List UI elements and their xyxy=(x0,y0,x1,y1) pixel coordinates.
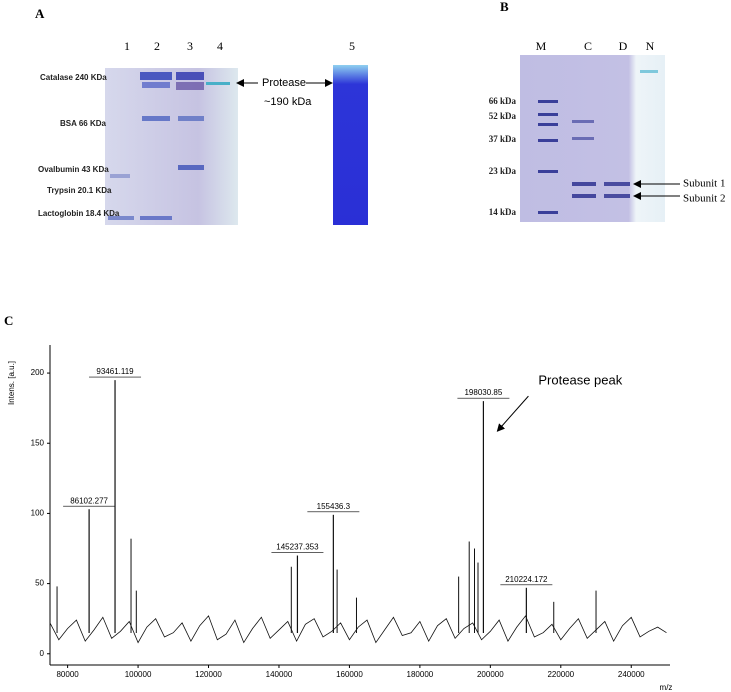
annotation: Protease xyxy=(262,77,306,89)
lane-label: 3 xyxy=(187,39,193,53)
lane-label: 1 xyxy=(124,39,130,53)
y-tick-label: 150 xyxy=(31,438,45,447)
peak-label: 198030.85 xyxy=(464,388,502,397)
peak-label: 86102.277 xyxy=(70,496,108,505)
marker-label: 14 kDa xyxy=(489,207,517,217)
x-tick-label: 160000 xyxy=(336,670,363,679)
x-tick-label: 180000 xyxy=(407,670,434,679)
lane-label: 4 xyxy=(217,39,223,53)
marker-label: 37 kDa xyxy=(489,134,517,144)
marker-label: Ovalbumin 43 KDa xyxy=(38,165,109,174)
spectrum: C 0 50 100 150 200 80000 100000 120000 140000 160… xyxy=(4,313,672,692)
lane-label: 5 xyxy=(349,39,355,53)
y-tick-label: 0 xyxy=(40,649,45,658)
marker-label: Catalase 240 KDa xyxy=(40,73,107,82)
lane-label: C xyxy=(584,39,592,53)
x-tick-label: 140000 xyxy=(266,670,293,679)
marker-label: Lactoglobin 18.4 KDa xyxy=(38,209,120,218)
y-tick-label: 50 xyxy=(35,579,44,588)
x-tick-label: 240000 xyxy=(618,670,645,679)
lane-label: 2 xyxy=(154,39,160,53)
x-tick-label: 100000 xyxy=(125,670,152,679)
x-tick-label: 220000 xyxy=(547,670,574,679)
y-tick-label: 200 xyxy=(31,368,45,377)
marker-label: 52 kDa xyxy=(489,111,517,121)
x-tick-label: 120000 xyxy=(195,670,222,679)
gel-a xyxy=(105,68,238,225)
panel-label: B xyxy=(500,0,509,14)
marker-label: Trypsin 20.1 KDa xyxy=(47,186,112,195)
gel-b xyxy=(520,55,665,222)
panel-label: C xyxy=(4,313,13,328)
annotation: ~190 kDa xyxy=(264,96,312,108)
y-axis-label: Intens. [a.u.] xyxy=(7,361,16,405)
marker-label: 23 kDa xyxy=(489,166,517,176)
annotation: Protease peak xyxy=(538,373,622,388)
lane-label: M xyxy=(536,39,547,53)
y-tick-label: 100 xyxy=(31,509,45,518)
peak-label: 155436.3 xyxy=(317,502,351,511)
lane-label: D xyxy=(619,39,628,53)
marker-label: BSA 66 KDa xyxy=(60,119,106,128)
arrow xyxy=(496,395,529,432)
annotation: Subunit 2 xyxy=(683,193,725,205)
gel-lane-5 xyxy=(333,65,368,225)
panel-label: A xyxy=(35,6,45,21)
peak-label: 210224.172 xyxy=(505,575,548,584)
peak-label: 145237.353 xyxy=(276,543,319,552)
spectrum-trace xyxy=(49,615,667,644)
lane-label: N xyxy=(646,39,655,53)
x-tick-label: 200000 xyxy=(477,670,504,679)
peak-label: 93461.119 xyxy=(96,367,134,376)
marker-label: 66 kDa xyxy=(489,96,517,106)
annotation: Subunit 1 xyxy=(683,178,725,190)
x-tick-label: 80000 xyxy=(56,670,79,679)
x-axis-label: m/z xyxy=(660,683,673,692)
